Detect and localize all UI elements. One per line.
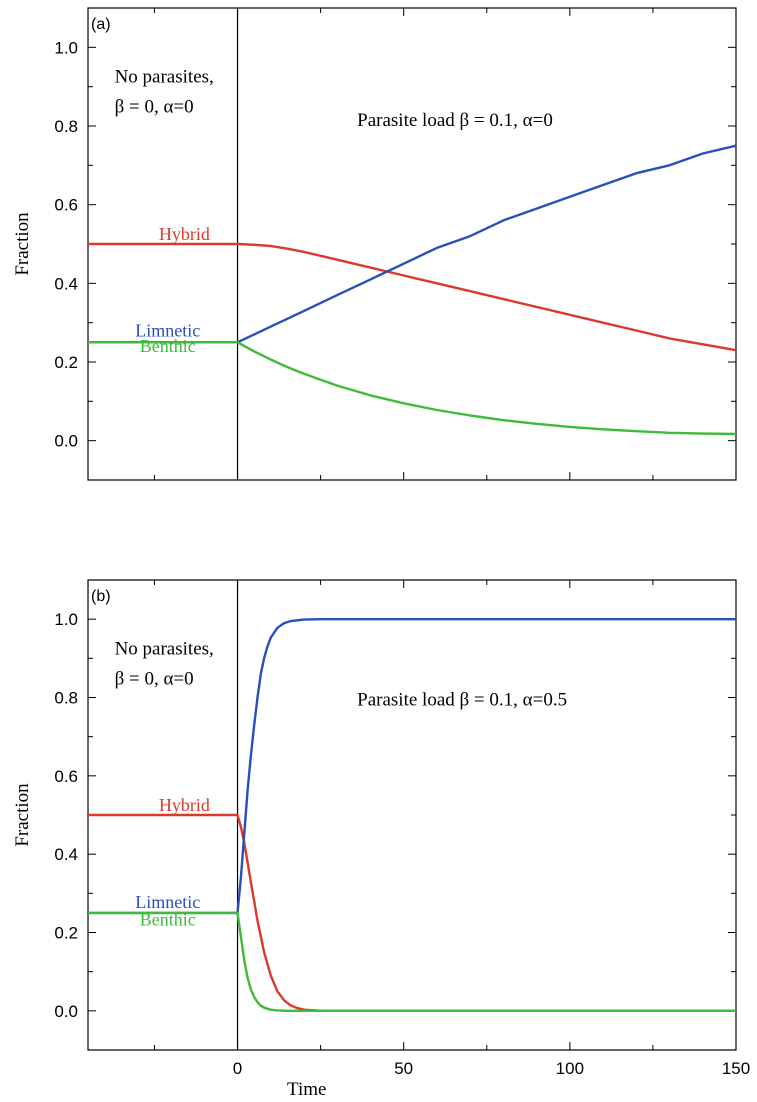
series-label-hybrid: Hybrid <box>159 795 210 815</box>
x-tick-label: 100 <box>556 1059 584 1078</box>
annotation-text: Parasite load β = 0.1, α=0.5 <box>357 689 567 710</box>
series-line-benthic <box>88 911 736 1012</box>
y-tick-label: 0.6 <box>54 767 78 786</box>
annotation-line: β = 0, α=0 <box>115 668 194 689</box>
series-label-hybrid: Hybrid <box>159 224 210 244</box>
annotation-line: β = 0, α=0 <box>115 97 194 118</box>
series-line-limnetic <box>88 618 736 915</box>
y-tick-label: 0.4 <box>54 274 78 293</box>
x-tick-label: 150 <box>722 1059 750 1078</box>
y-tick-label: 0.0 <box>54 432 78 451</box>
panel-a: 0.0 0.2 0.4 0.6 0.8 1.0 Fraction (a) No parasite… <box>12 7 737 481</box>
y-tick-label: 0.6 <box>54 196 78 215</box>
x-tick-label: 50 <box>394 1059 413 1078</box>
x-tick-label: 0 <box>233 1059 242 1078</box>
annotation-line: No parasites, <box>115 638 214 659</box>
x-axis-title: Time <box>287 1079 326 1100</box>
panel-b: 0.0 0.2 0.4 0.6 0.8 1.0 0 50 100 150 Fraction Time (… <box>12 579 750 1100</box>
annotation-line: Parasite load β = 0.1, α=0 <box>357 110 553 131</box>
series-label-benthic: Benthic <box>140 336 196 356</box>
series-label-limnetic: Limnetic <box>135 320 200 340</box>
y-axis-title: Fraction <box>12 212 33 276</box>
panel-label: (b) <box>91 588 111 605</box>
y-tick-label: 0.8 <box>54 689 78 708</box>
series-line-limnetic <box>88 144 737 344</box>
annotation-text: No parasites, β = 0, α=0 <box>115 638 214 689</box>
series-line-hybrid <box>88 242 737 352</box>
panel-label: (a) <box>91 16 111 33</box>
y-tick-label: 0.2 <box>54 924 78 943</box>
annotation-text: Parasite load β = 0.1, α=0 <box>357 110 553 131</box>
annotation-line: Parasite load β = 0.1, α=0.5 <box>357 689 567 710</box>
series-label-benthic: Benthic <box>140 909 196 929</box>
y-tick-label: 0.0 <box>54 1002 78 1021</box>
y-tick-label: 0.2 <box>54 353 78 372</box>
y-tick-label: 1.0 <box>54 38 78 57</box>
series-label-limnetic: Limnetic <box>135 892 200 912</box>
y-tick-label: 0.4 <box>54 845 78 864</box>
y-tick-label: 0.8 <box>54 117 78 136</box>
y-axis-title: Fraction <box>12 783 33 847</box>
annotation-line: No parasites, <box>115 67 214 88</box>
series-line-benthic <box>88 341 737 436</box>
y-tick-label: 1.0 <box>54 610 78 629</box>
annotation-text: No parasites, β = 0, α=0 <box>115 67 214 118</box>
